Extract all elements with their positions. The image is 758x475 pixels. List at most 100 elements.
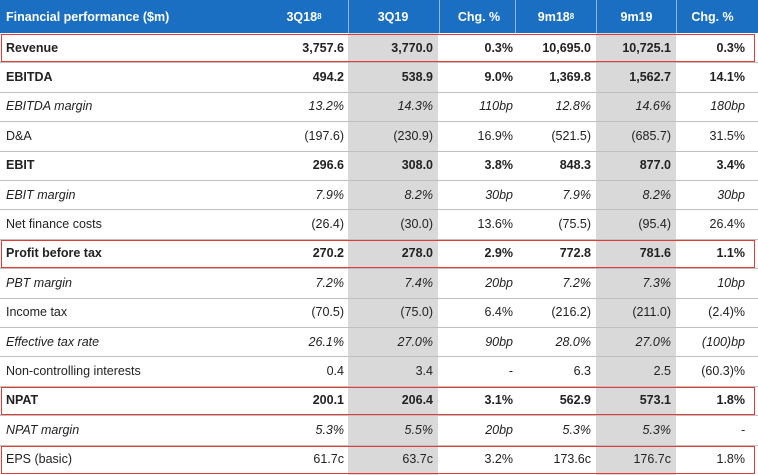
row-value: 63.7c [402, 452, 433, 467]
header-divider [515, 0, 516, 33]
row-divider [0, 444, 758, 446]
row-divider [0, 268, 758, 270]
row-value: 562.9 [559, 393, 591, 408]
row-label: EBIT [6, 158, 35, 173]
row-value: 2.9% [484, 246, 514, 261]
row-value: 16.9% [477, 128, 513, 143]
row-value: 30bp [717, 187, 745, 202]
row-value: 30bp [485, 187, 513, 202]
row-value: 494.2 [312, 70, 344, 85]
row-value: 14.1% [709, 70, 745, 85]
row-value: 20bp [485, 422, 513, 437]
row-value: 3.4% [716, 158, 746, 173]
row-value: 26.4% [709, 217, 745, 232]
row-value: 8.2% [404, 187, 434, 202]
header-label: Financial performance ($m) [6, 9, 170, 24]
row-value: 5.3% [562, 422, 592, 437]
header-chg-q: Chg. % [457, 9, 501, 24]
row-value: 10bp [717, 275, 745, 290]
header-divider [439, 0, 440, 33]
row-value: - [740, 422, 745, 437]
row-value: 61.7c [313, 452, 344, 467]
row-value: 13.6% [477, 217, 513, 232]
table-row: NPAT margin 5.3% 5.5% 20bp 5.3% 5.3% - [0, 415, 758, 444]
row-value: 1,369.8 [549, 70, 591, 85]
row-label: D&A [6, 128, 32, 143]
row-value: 7.9% [315, 187, 345, 202]
row-value: (2.4)% [708, 305, 745, 320]
row-value: (521.5) [551, 128, 591, 143]
row-value: 28.0% [555, 334, 591, 349]
row-value: (685.7) [631, 128, 671, 143]
row-value: 7.3% [642, 275, 672, 290]
row-value: 0.3% [484, 40, 514, 55]
row-label: NPAT margin [6, 422, 80, 437]
row-value: 781.6 [639, 246, 671, 261]
highlight-box [1, 239, 755, 269]
row-value: (230.9) [393, 128, 433, 143]
row-value: 308.0 [401, 158, 433, 173]
row-value: 3.2% [484, 452, 514, 467]
row-divider [0, 385, 758, 387]
header-9m18: 9m18 8 [537, 9, 575, 24]
row-value: 270.2 [312, 246, 344, 261]
row-value: 6.4% [484, 305, 514, 320]
row-value: (60.3)% [701, 364, 745, 379]
row-value: 3,770.0 [391, 40, 433, 55]
row-divider [0, 327, 758, 328]
row-value: 7.2% [562, 275, 592, 290]
row-value: (100)bp [701, 334, 745, 349]
table-row: Revenue 3,757.6 3,770.0 0.3% 10,695.0 10,725.… [0, 33, 758, 62]
row-label: Effective tax rate [6, 334, 100, 349]
row-value: 0.4 [326, 364, 344, 379]
table-row: PBT margin 7.2% 7.4% 20bp 7.2% 7.3% 10bp [0, 268, 758, 297]
row-value: 3,757.6 [302, 40, 344, 55]
header-3q19: 3Q19 [377, 9, 409, 24]
row-divider [0, 415, 758, 417]
row-value: 877.0 [639, 158, 671, 173]
row-value: (75.5) [558, 217, 591, 232]
row-label: EBITDA margin [6, 99, 93, 114]
highlight-box [1, 34, 755, 63]
row-label: EBITDA [6, 70, 53, 85]
table-row: EBIT margin 7.9% 8.2% 30bp 7.9% 8.2% 30bp [0, 180, 758, 209]
row-label: Profit before tax [6, 246, 102, 261]
row-value: 7.4% [404, 275, 434, 290]
row-label: NPAT [6, 393, 39, 408]
table-row: D&A (197.6) (230.9) 16.9% (521.5) (685.7) 31.5… [0, 121, 758, 150]
row-value: 6.3 [573, 364, 591, 379]
row-value: 180bp [710, 99, 745, 114]
row-value: 20bp [485, 275, 513, 290]
row-value: 538.9 [401, 70, 433, 85]
row-value: 0.3% [716, 40, 746, 55]
row-divider [0, 238, 758, 240]
table-row: Net finance costs (26.4) (30.0) 13.6% (75.5)… [0, 209, 758, 238]
header-chg-9m: Chg. % [691, 9, 734, 24]
row-divider [0, 121, 758, 123]
row-value: (75.0) [400, 305, 433, 320]
row-label: Income tax [6, 305, 68, 320]
row-value: (216.2) [551, 305, 591, 320]
row-value: 7.9% [562, 187, 592, 202]
row-value: 1.8% [716, 452, 746, 467]
row-value: (211.0) [632, 305, 671, 320]
row-value: 14.3% [397, 99, 433, 114]
row-value: 3.4 [415, 364, 433, 379]
shaded-column-3q19 [348, 33, 438, 475]
row-divider [0, 209, 758, 211]
row-value: 8.2% [642, 187, 672, 202]
header-divider [348, 0, 349, 33]
row-value: 14.6% [635, 99, 671, 114]
row-value: (30.0) [400, 217, 433, 232]
row-value: 7.2% [315, 275, 345, 290]
header-divider [676, 0, 677, 33]
row-value: (95.4) [638, 217, 671, 232]
row-divider [0, 297, 758, 299]
row-label: EPS (basic) [6, 452, 72, 467]
table-row: EPS (basic) 61.7c 63.7c 3.2% 173.6c 176.7c 1.8… [0, 445, 758, 474]
row-value: 278.0 [401, 246, 433, 261]
highlight-box [1, 386, 755, 416]
header-9m19: 9m19 [620, 9, 653, 24]
row-divider [0, 62, 758, 64]
row-value: 573.1 [639, 393, 671, 408]
